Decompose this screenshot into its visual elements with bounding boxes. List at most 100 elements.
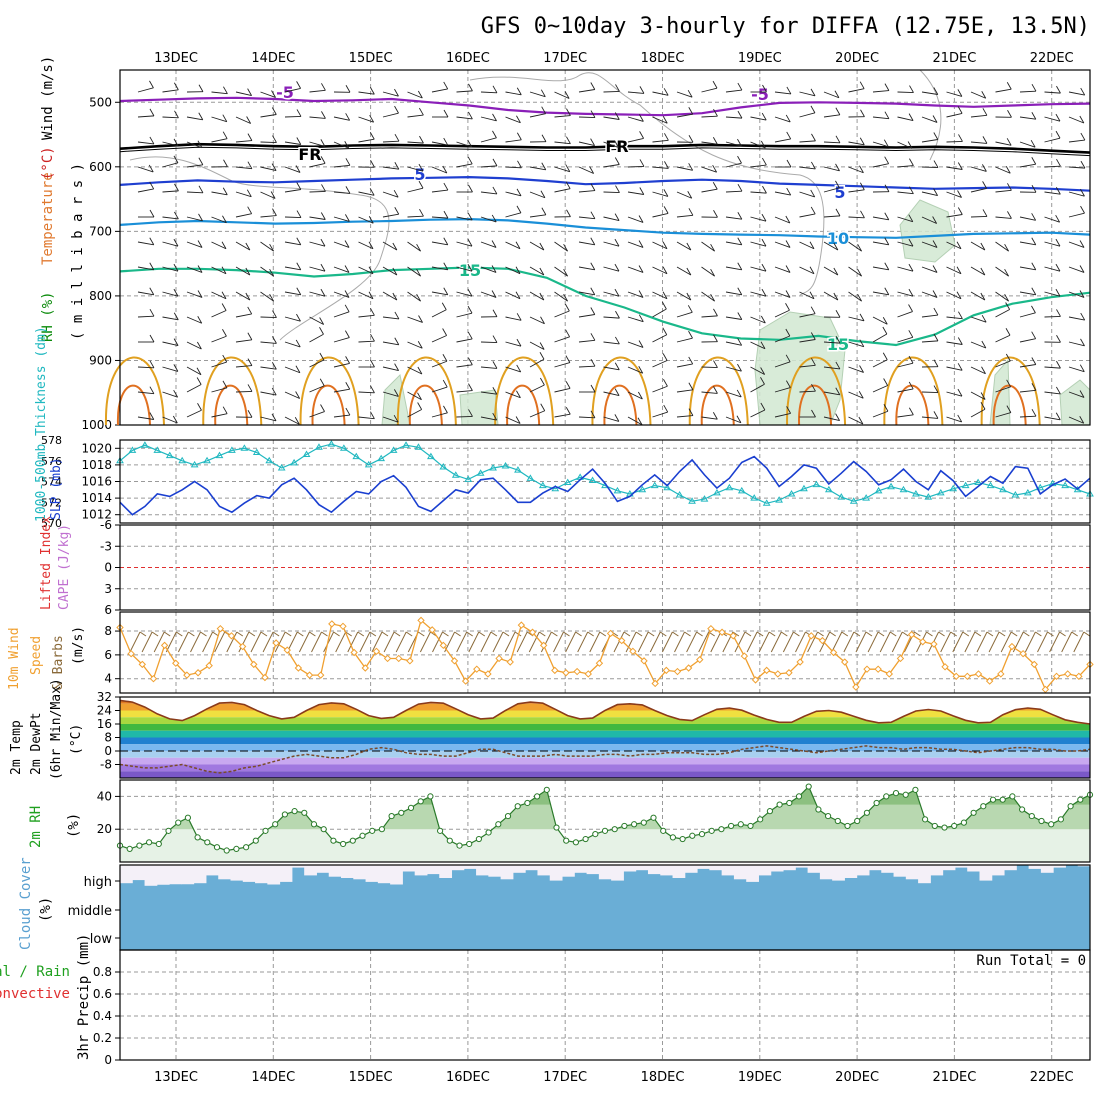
wind-barb-flag	[248, 631, 256, 637]
wind-barb	[1068, 166, 1085, 169]
wind-barb	[505, 391, 521, 399]
wind-barb	[554, 336, 570, 343]
wind-barb	[940, 631, 952, 653]
wind-barb-flag	[515, 291, 521, 299]
wind-barb-flag	[981, 314, 987, 323]
wind-barb	[516, 631, 528, 653]
wind-barb	[823, 187, 840, 193]
wind-speed-point	[406, 657, 414, 665]
wind-barb	[843, 631, 855, 653]
wind-barb-flag	[980, 267, 986, 276]
wind-barb-flag	[957, 363, 963, 371]
cloud-high-gap	[844, 865, 858, 878]
wind-barb-flag	[614, 362, 620, 371]
wind-barb-flag	[835, 163, 840, 172]
wind-barb-flag	[833, 242, 839, 251]
wind-barb	[456, 312, 473, 318]
wind-barb	[186, 316, 202, 324]
wind-barb-flag	[516, 87, 522, 96]
wind-barb-flag	[786, 159, 792, 168]
wind-barb-flag	[516, 364, 522, 373]
wind-barb-flag	[1031, 83, 1037, 92]
wind-barb-flag	[908, 304, 913, 312]
wind-barb	[1044, 391, 1061, 395]
wind-barb-flag	[174, 183, 179, 192]
wind-barb-flag	[760, 367, 766, 375]
wind-barb	[431, 189, 448, 193]
pressure-tick-label: 1000	[81, 418, 112, 432]
wind-barb	[603, 266, 620, 272]
wind-barb-flag	[1031, 287, 1037, 296]
wind-barb	[456, 116, 473, 120]
wind-barb	[750, 141, 766, 149]
wind-barb-flag	[884, 237, 890, 246]
wind-barb	[578, 291, 595, 296]
wind-barb	[407, 291, 421, 302]
wind-barb-flag	[418, 315, 423, 323]
wind-barb-flag	[785, 380, 791, 388]
wind-barb	[603, 391, 620, 397]
wind-barb	[698, 631, 710, 653]
wind-barb	[872, 291, 889, 296]
wind-barb	[260, 316, 277, 319]
thickness-point	[153, 446, 162, 453]
wind-barb	[505, 316, 522, 321]
wind-barb-flag	[320, 288, 326, 297]
pressure-tick-label: 800	[89, 289, 112, 303]
wind-barb-flag	[173, 238, 179, 247]
rh-point	[640, 819, 647, 826]
wind-barb-flag	[418, 631, 425, 637]
wind-barb-flag	[908, 263, 914, 272]
wind-barb	[603, 341, 620, 345]
wind-barb	[480, 266, 497, 273]
wind-barb	[262, 631, 274, 653]
wind-barb	[137, 166, 154, 173]
wind-barb-flag	[540, 316, 545, 324]
wind-barb-flag	[1079, 265, 1085, 273]
wind-barb-flag	[271, 163, 277, 171]
wind-barb	[750, 291, 767, 297]
wind-barb-flag	[686, 267, 692, 276]
wind-barb-flag	[563, 293, 568, 302]
thickness-point	[128, 446, 137, 453]
wind-barb	[627, 137, 644, 143]
wind-barb-flag	[515, 416, 521, 424]
wind-barb-flag	[320, 139, 326, 147]
ylabel-temp2m-unit: (°C)	[69, 724, 84, 755]
wind-barb	[750, 241, 767, 247]
ylabel-temp2m-b: 2m DewPt	[29, 712, 44, 775]
wind-barb	[214, 631, 226, 653]
wind-barb-flag	[269, 293, 274, 302]
thickness-point	[501, 461, 510, 469]
wind-barb	[137, 315, 155, 318]
wind-barb-flag	[320, 404, 325, 412]
wind-barb-flag	[858, 391, 864, 399]
wind-speed-point	[907, 630, 916, 639]
wind-barb	[872, 216, 889, 221]
wind-barb-flag	[443, 137, 449, 146]
wind-barb-flag	[419, 208, 424, 217]
wind-barb	[211, 241, 227, 250]
wind-barb-flag	[933, 385, 939, 393]
date-label-top: 16DEC	[446, 51, 490, 66]
cloud-high-gap	[218, 865, 232, 880]
rh-point	[252, 837, 259, 844]
wind-barb-flag	[835, 107, 841, 115]
wind-barb-flag	[590, 287, 596, 296]
wind-barb	[419, 631, 431, 653]
wind-barb	[1068, 291, 1085, 298]
wind-barb-flag	[1031, 213, 1037, 221]
wind-barb	[774, 116, 791, 123]
wind-barb-flag	[492, 158, 498, 167]
wind-barb	[774, 412, 791, 418]
wind-speed-point	[138, 660, 147, 669]
thickness-point	[899, 485, 908, 493]
cloud-high-gap	[770, 865, 784, 872]
wind-barb	[554, 413, 571, 418]
wind-barb	[1068, 91, 1085, 96]
wind-barb-flag	[1056, 309, 1061, 317]
cloud-high-gap	[795, 865, 809, 868]
wind-barb-flag	[590, 183, 596, 191]
thickness-tick-label: 572	[41, 496, 62, 509]
thickness-point	[613, 486, 622, 494]
